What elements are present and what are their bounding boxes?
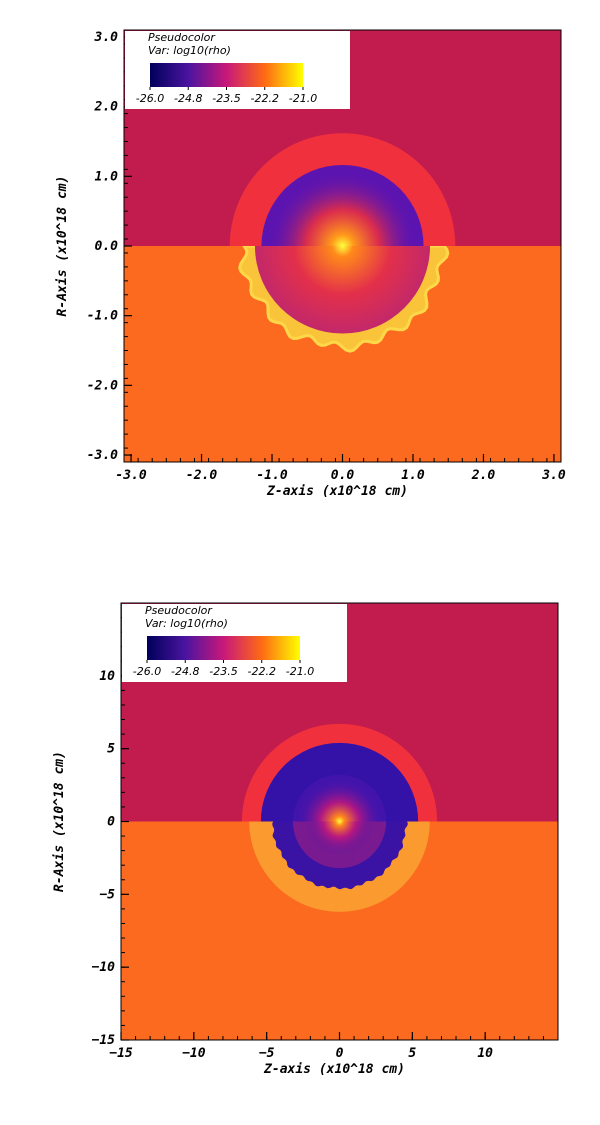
colorbar bbox=[147, 636, 300, 660]
legend-title: Pseudocolor bbox=[145, 604, 213, 617]
x-tick-label: 1.0 bbox=[401, 468, 425, 483]
y-tick-label: 10 bbox=[99, 669, 115, 684]
colorbar-tick-label: -21.0 bbox=[286, 665, 314, 678]
y-tick-label: 3.0 bbox=[94, 30, 119, 45]
axes: −15 −10 −5 0 5 10 10 5 0 −5 −10 −15 bbox=[92, 602, 559, 1061]
y-tick-label: 1.0 bbox=[95, 169, 119, 184]
chart-panel-bottom: −15 −10 −5 0 5 10 10 5 0 −5 −10 −15 Pseudocolor Var… bbox=[52, 602, 559, 1077]
colorbar-tick-labels: -26.0 -24.8 -23.5 -22.2 -21.0 bbox=[133, 660, 314, 678]
y-tick-label: 5 bbox=[107, 742, 115, 757]
colorbar bbox=[150, 63, 303, 87]
colorbar-tick-label: -21.0 bbox=[289, 92, 317, 105]
colorbar-tick-label: -22.2 bbox=[248, 665, 276, 678]
lower-half-field bbox=[124, 246, 561, 462]
lower-half-field bbox=[121, 821, 558, 1040]
x-tick-label: −10 bbox=[182, 1046, 206, 1061]
y-tick-label: −10 bbox=[92, 960, 116, 975]
x-tick-label: 0.0 bbox=[331, 468, 355, 483]
legend-variable-label: Var: log10(rho) bbox=[145, 617, 228, 630]
colorbar-tick-label: -24.8 bbox=[171, 665, 199, 678]
y-tick-label: −5 bbox=[99, 887, 115, 902]
x-tick-label: 5 bbox=[408, 1046, 416, 1061]
colorbar-tick-label: -26.0 bbox=[133, 665, 161, 678]
colorbar-tick-labels: -26.0 -24.8 -23.5 -22.2 -21.0 bbox=[136, 87, 317, 105]
central-source-glow bbox=[296, 778, 383, 822]
y-tick-label: 0.0 bbox=[95, 239, 119, 254]
x-axis-title: Z-axis (x10^18 cm) bbox=[266, 484, 408, 499]
y-tick-label: -3.0 bbox=[87, 448, 118, 463]
y-tick-label: −15 bbox=[92, 1033, 116, 1048]
x-tick-label: 3.0 bbox=[541, 468, 566, 483]
inner-shocked-gas bbox=[254, 246, 431, 334]
central-source-glow bbox=[304, 821, 375, 857]
y-axis-title: R-Axis (x10^18 cm) bbox=[55, 176, 70, 317]
central-source-glow bbox=[269, 173, 416, 246]
colorbar-tick-label: -23.5 bbox=[209, 665, 237, 678]
x-tick-label: 10 bbox=[477, 1046, 493, 1061]
x-tick-label: 0 bbox=[336, 1046, 344, 1061]
axes: -3.0 -2.0 -1.0 0.0 1.0 2.0 3.0 3.0 2.0 1.0 0.0 -1.0… bbox=[87, 29, 566, 483]
legend-variable-label: Var: log10(rho) bbox=[148, 44, 231, 57]
y-axis-title: R-Axis (x10^18 cm) bbox=[52, 751, 67, 892]
heatmap-plot-area bbox=[121, 603, 558, 1040]
x-tick-label: -3.0 bbox=[115, 468, 146, 483]
colorbar-legend: Pseudocolor Var: log10(rho) -26.0 -24.8 -2… bbox=[122, 604, 347, 682]
colorbar-tick-label: -22.2 bbox=[251, 92, 279, 105]
y-tick-label: -1.0 bbox=[87, 309, 118, 324]
colorbar-tick-label: -26.0 bbox=[136, 92, 164, 105]
colorbar-tick-label: -23.5 bbox=[212, 92, 240, 105]
colorbar-legend: Pseudocolor Var: log10(rho) -26.0 -24.8 -2… bbox=[125, 31, 350, 109]
x-tick-label: -1.0 bbox=[256, 468, 287, 483]
colorbar-tick-label: -24.8 bbox=[174, 92, 202, 105]
x-axis-title: Z-axis (x10^18 cm) bbox=[263, 1062, 405, 1077]
legend-title: Pseudocolor bbox=[148, 31, 216, 44]
chart-panel-top: -3.0 -2.0 -1.0 0.0 1.0 2.0 3.0 3.0 2.0 1.0 0.0 -1.0… bbox=[55, 29, 566, 499]
x-tick-label: 2.0 bbox=[471, 468, 496, 483]
x-tick-label: −15 bbox=[109, 1046, 133, 1061]
y-tick-label: 0 bbox=[107, 815, 115, 830]
y-tick-label: -2.0 bbox=[87, 378, 118, 393]
y-tick-label: 2.0 bbox=[94, 100, 119, 115]
x-tick-label: −5 bbox=[259, 1046, 275, 1061]
x-tick-label: -2.0 bbox=[186, 468, 217, 483]
